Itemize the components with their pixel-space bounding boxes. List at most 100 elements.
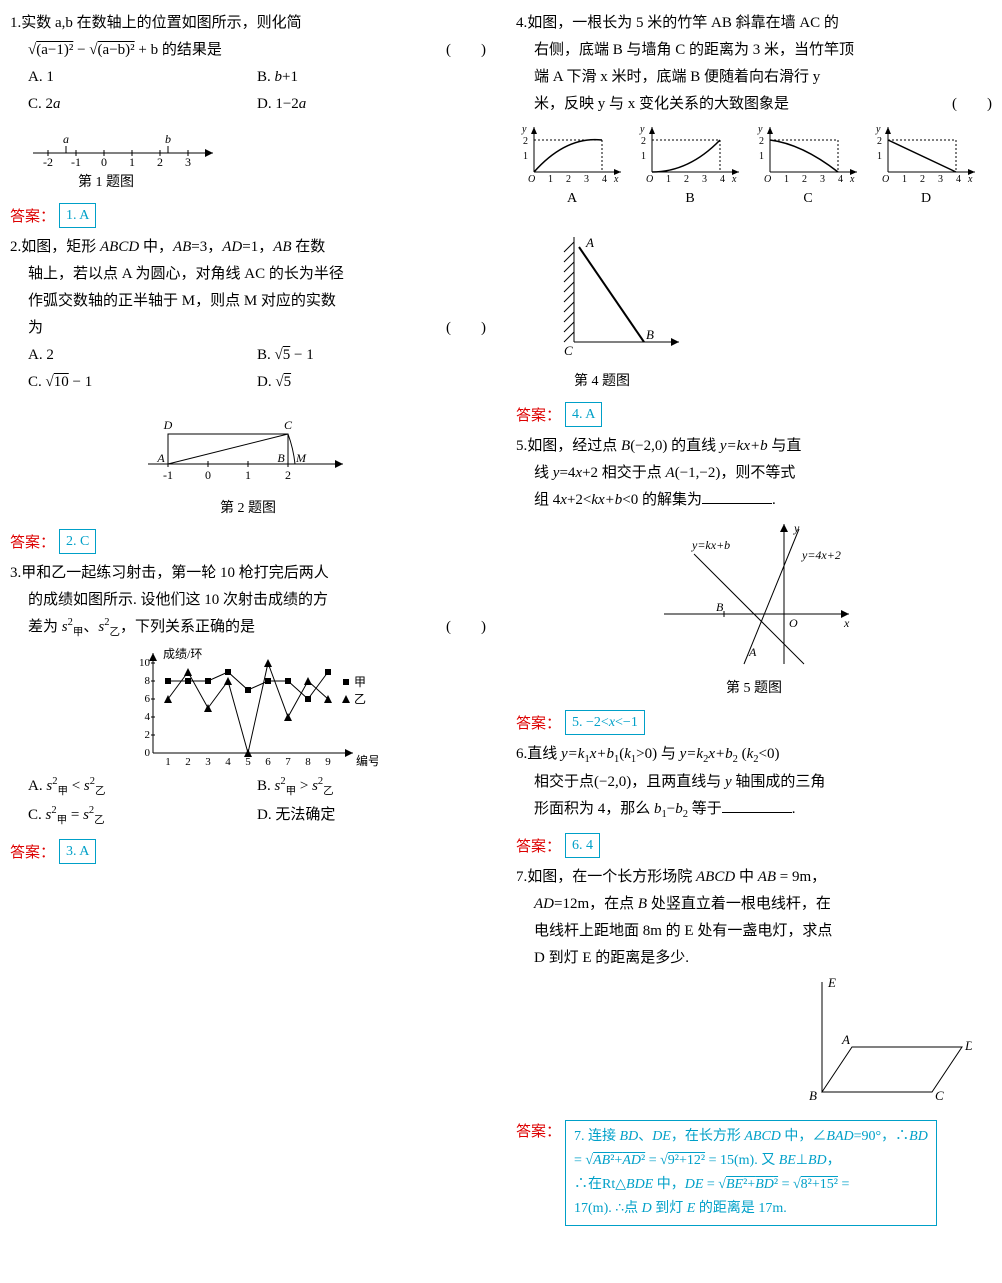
q4-mini-charts: 21 O 1234x y A 21 O 1234x y B bbox=[516, 122, 992, 217]
svg-text:C: C bbox=[564, 343, 573, 358]
svg-text:E: E bbox=[827, 975, 836, 990]
q6-answer: 答案： 6. 4 bbox=[516, 833, 992, 858]
q1-answer: 答案： 1. A bbox=[10, 203, 486, 228]
svg-text:编号: 编号 bbox=[356, 753, 378, 768]
svg-text:成绩/环: 成绩/环 bbox=[163, 647, 202, 661]
svg-text:3: 3 bbox=[185, 155, 191, 168]
q4-answer: 答案： 4. A bbox=[516, 402, 992, 427]
svg-text:D: D bbox=[163, 418, 173, 432]
svg-text:x: x bbox=[613, 174, 619, 184]
q1-optA: A. 1 bbox=[28, 64, 257, 91]
svg-text:4: 4 bbox=[602, 174, 607, 184]
svg-text:7: 7 bbox=[285, 756, 291, 768]
svg-text:4: 4 bbox=[956, 174, 961, 184]
svg-text:0: 0 bbox=[145, 747, 151, 759]
svg-text:1: 1 bbox=[245, 468, 251, 482]
q1-optD: D. 1−2a bbox=[257, 91, 486, 118]
svg-text:甲: 甲 bbox=[354, 675, 366, 689]
question-1: 1.实数 a,b 在数轴上的位置如图所示，则化简 √(a−1)² − √(a−b… bbox=[10, 10, 486, 195]
q1-opts-row1: A. 1 B. b+1 bbox=[10, 64, 486, 91]
q1-opts-row2: C. 2a D. 1−2a bbox=[10, 91, 486, 118]
svg-text:y: y bbox=[521, 124, 527, 135]
svg-text:2: 2 bbox=[185, 756, 191, 768]
q1-figure: -2 -1 0 1 2 3 a b 第 1 题图 bbox=[10, 128, 486, 195]
svg-text:1: 1 bbox=[548, 174, 553, 184]
svg-text:1: 1 bbox=[666, 174, 671, 184]
svg-text:y: y bbox=[793, 521, 800, 535]
svg-text:A: A bbox=[585, 235, 594, 250]
q3-chart: 成绩/环 编号 0 2 4 6 8 10 123 456 789 bbox=[10, 643, 486, 773]
svg-text:6: 6 bbox=[145, 693, 151, 705]
svg-text:3: 3 bbox=[702, 174, 707, 184]
q5-figure: y x O y=4x+2 y=kx+b B A bbox=[516, 514, 992, 674]
svg-text:a: a bbox=[63, 132, 69, 146]
svg-text:D: D bbox=[964, 1038, 972, 1053]
svg-text:x: x bbox=[731, 174, 737, 184]
question-5: 5.如图，经过点 B(−2,0) 的直线 y=kx+b 与直 线 y=4x+2 … bbox=[516, 433, 992, 701]
svg-text:2: 2 bbox=[641, 136, 646, 147]
svg-text:B: B bbox=[809, 1088, 817, 1103]
svg-text:A: A bbox=[841, 1032, 850, 1047]
svg-text:2: 2 bbox=[285, 468, 291, 482]
q3-answer: 答案： 3. A bbox=[10, 839, 486, 864]
svg-text:2: 2 bbox=[802, 174, 807, 184]
q2-answer: 答案： 2. C bbox=[10, 529, 486, 554]
svg-text:0: 0 bbox=[101, 155, 107, 168]
question-6: 6.直线 y=k1x+b1(k1>0) 与 y=k2x+b2 (k2<0) 相交… bbox=[516, 741, 992, 826]
svg-text:2: 2 bbox=[145, 729, 151, 741]
question-4: 4.如图，一根长为 5 米的竹竿 AB 斜靠在墙 AC 的 右侧，底端 B 与墙… bbox=[516, 10, 992, 394]
svg-text:2: 2 bbox=[566, 174, 571, 184]
svg-text:4: 4 bbox=[225, 756, 231, 768]
svg-text:B: B bbox=[716, 600, 724, 614]
q5-answer: 答案： 5. −2<x<−1 bbox=[516, 710, 992, 735]
svg-text:乙: 乙 bbox=[354, 692, 366, 706]
svg-text:2: 2 bbox=[920, 174, 925, 184]
svg-text:4: 4 bbox=[720, 174, 725, 184]
svg-text:4: 4 bbox=[145, 711, 151, 723]
svg-text:O: O bbox=[882, 174, 889, 184]
svg-text:2: 2 bbox=[759, 136, 764, 147]
q7-figure: E A D B C bbox=[516, 972, 992, 1112]
svg-text:C: C bbox=[284, 418, 293, 432]
q1-optC: C. 2a bbox=[28, 91, 257, 118]
svg-text:2: 2 bbox=[157, 155, 163, 168]
svg-text:3: 3 bbox=[584, 174, 589, 184]
svg-text:5: 5 bbox=[245, 756, 251, 768]
q7-answer: 答案： 7. 连接 BD、DE，在长方形 ABCD 中，∠BAD=90°，∴BD… bbox=[516, 1120, 992, 1225]
svg-text:1: 1 bbox=[641, 151, 646, 162]
q1-caption: 第 1 题图 bbox=[28, 170, 486, 195]
svg-text:1: 1 bbox=[165, 756, 171, 768]
svg-text:b: b bbox=[165, 132, 171, 146]
svg-text:6: 6 bbox=[265, 756, 271, 768]
svg-text:y: y bbox=[639, 124, 645, 135]
svg-text:B: B bbox=[646, 327, 654, 342]
question-2: 2.如图，矩形 ABCD 中，AB=3，AD=1，AB 在数 轴上，若以点 A … bbox=[10, 234, 486, 521]
svg-text:y=4x+2: y=4x+2 bbox=[801, 548, 841, 562]
svg-text:x: x bbox=[967, 174, 973, 184]
svg-text:x: x bbox=[849, 174, 855, 184]
svg-text:A: A bbox=[748, 645, 757, 659]
svg-text:O: O bbox=[789, 616, 798, 630]
question-7: 7.如图，在一个长方形场院 ABCD 中 AB = 9m， AD=12m，在点 … bbox=[516, 864, 992, 1112]
q2-figure: D C A B M -1 0 1 2 bbox=[10, 404, 486, 494]
svg-text:-1: -1 bbox=[163, 468, 173, 482]
svg-text:A: A bbox=[156, 451, 165, 465]
svg-text:0: 0 bbox=[205, 468, 211, 482]
svg-text:x: x bbox=[843, 616, 850, 630]
svg-text:-1: -1 bbox=[71, 155, 81, 168]
q1-expr: √(a−1)² − √(a−b)² + b 的结果是 ( ) bbox=[10, 37, 486, 64]
q1-optB: B. b+1 bbox=[257, 64, 486, 91]
svg-text:2: 2 bbox=[523, 136, 528, 147]
svg-text:y=kx+b: y=kx+b bbox=[691, 538, 730, 552]
svg-text:M: M bbox=[295, 451, 307, 465]
svg-text:3: 3 bbox=[820, 174, 825, 184]
svg-text:O: O bbox=[646, 174, 653, 184]
svg-text:1: 1 bbox=[129, 155, 135, 168]
svg-text:y: y bbox=[757, 124, 763, 135]
svg-text:2: 2 bbox=[877, 136, 882, 147]
svg-text:2: 2 bbox=[684, 174, 689, 184]
svg-text:C: C bbox=[935, 1088, 944, 1103]
svg-text:1: 1 bbox=[902, 174, 907, 184]
svg-text:8: 8 bbox=[305, 756, 311, 768]
svg-text:8: 8 bbox=[145, 675, 151, 687]
